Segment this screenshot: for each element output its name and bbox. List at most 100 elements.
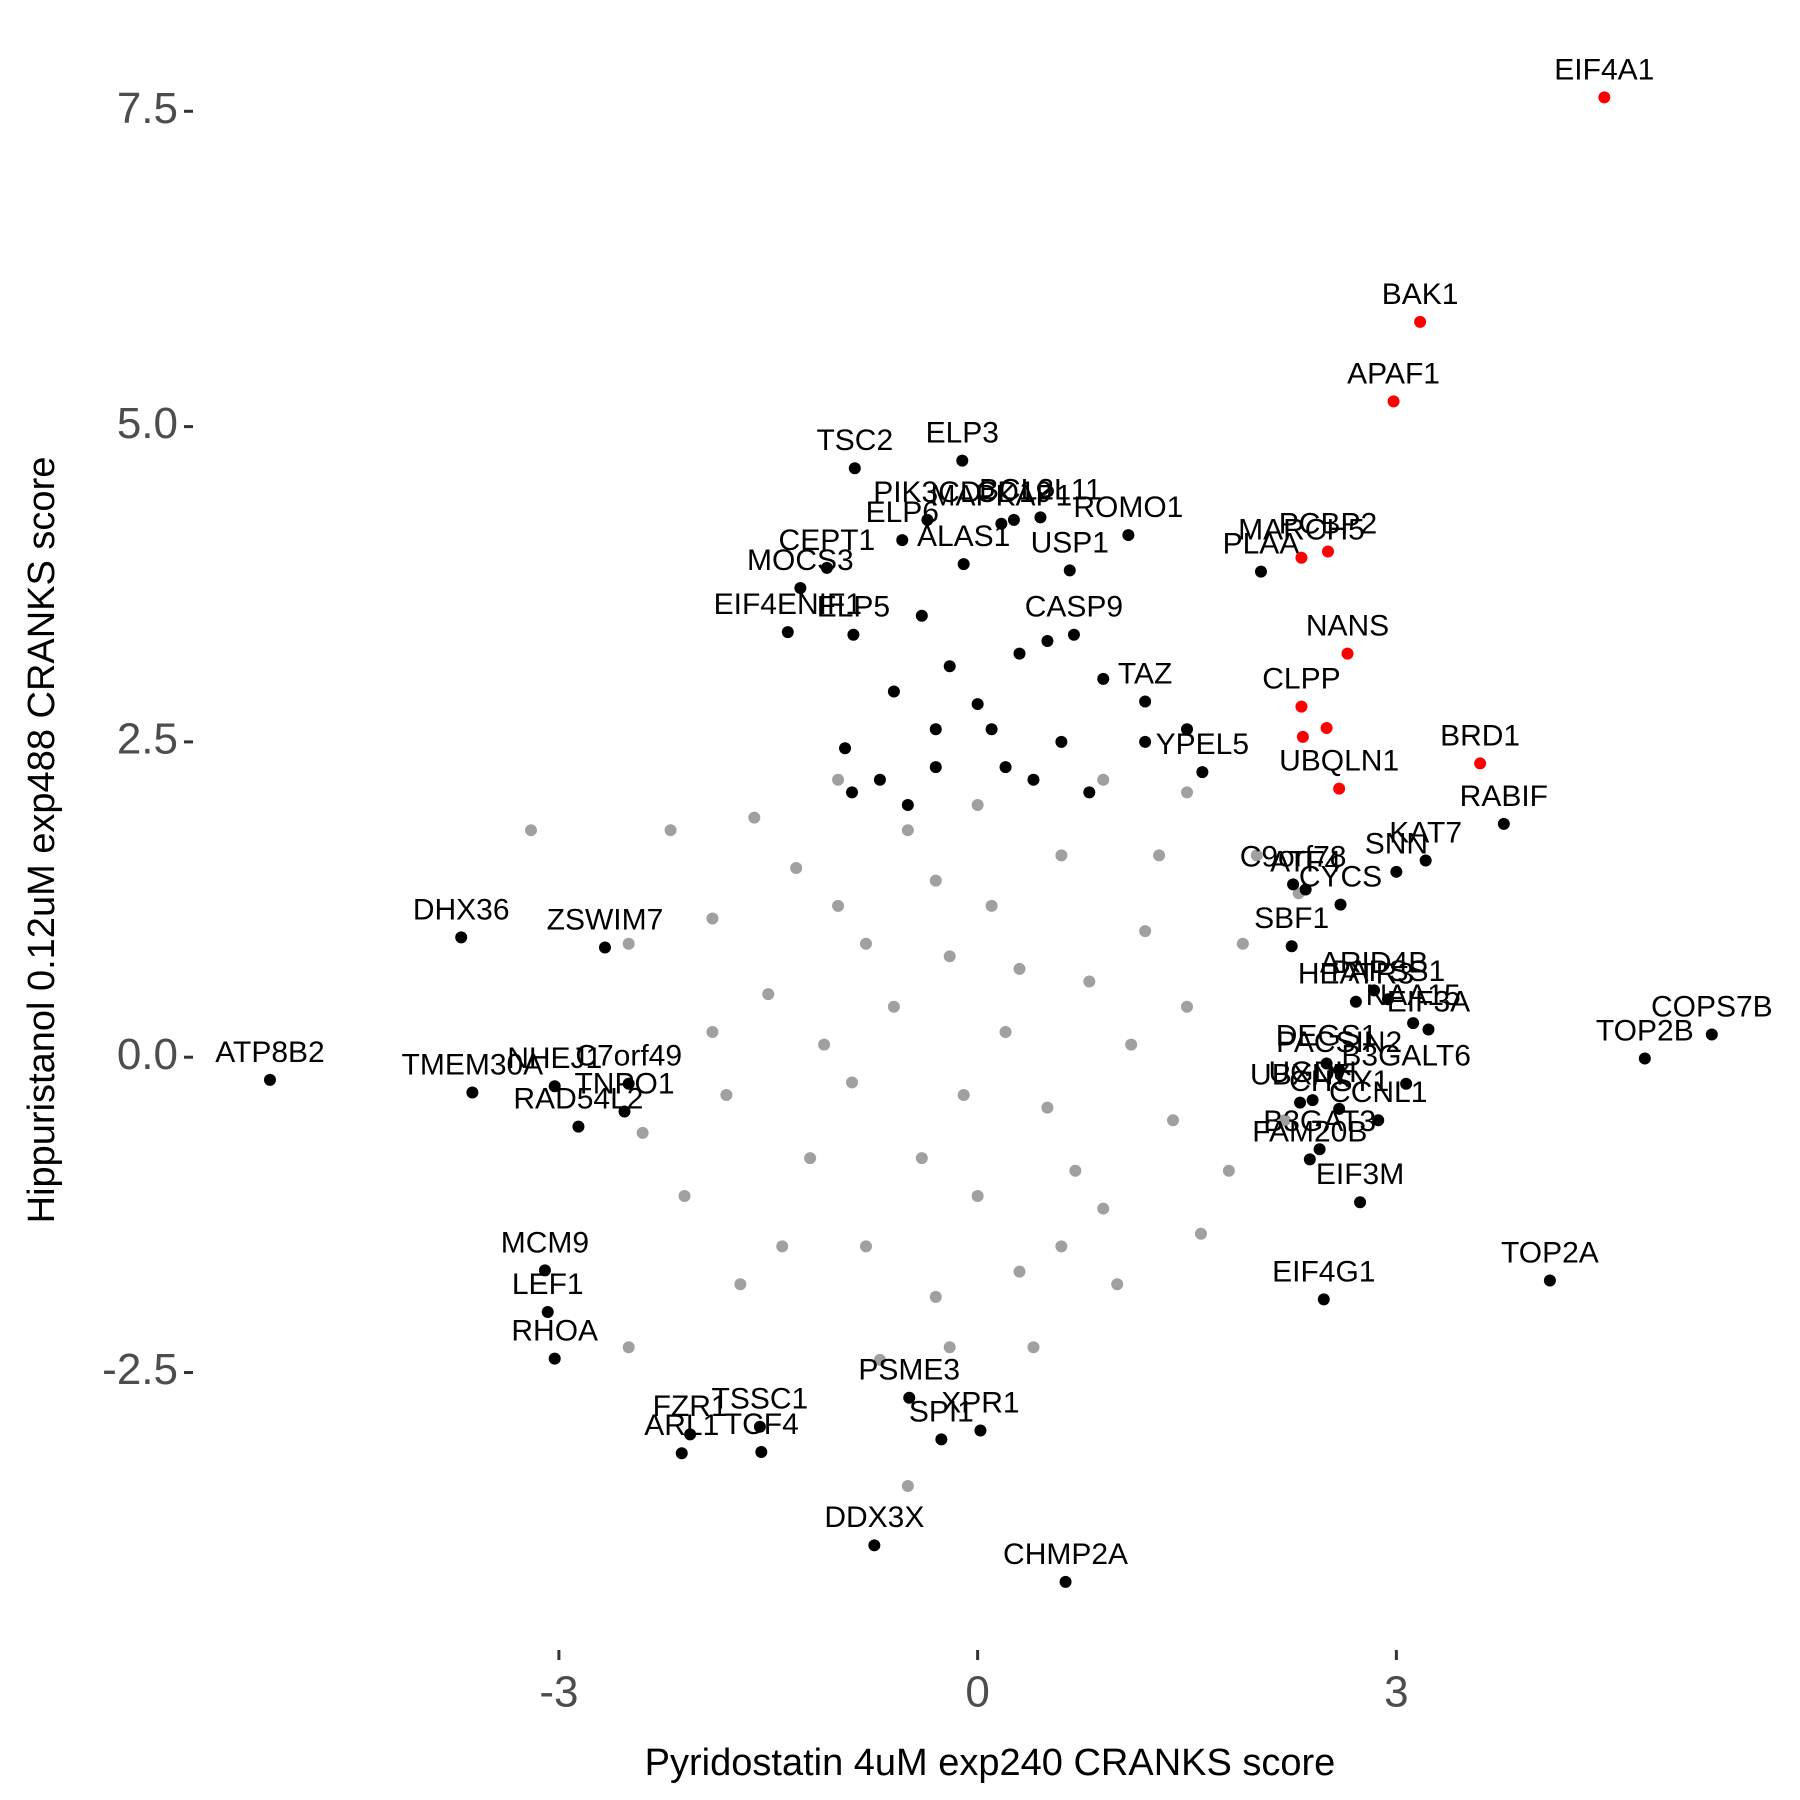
point [1139, 695, 1152, 708]
point [1414, 315, 1427, 328]
point [1013, 962, 1026, 975]
point [1083, 786, 1096, 799]
y-tick-label: 0.0 [117, 1030, 178, 1079]
point [846, 786, 859, 799]
point [622, 1341, 635, 1354]
point [1181, 723, 1194, 736]
point-label: HEATR3 [1298, 958, 1414, 991]
point-label: XPR1 [941, 1386, 1019, 1419]
point-label: RAD54L2 [513, 1083, 643, 1116]
point [781, 626, 794, 639]
point [1278, 1114, 1291, 1127]
point-label: TMEM30A [402, 1048, 544, 1081]
point-label: DDX3X [824, 1501, 924, 1534]
point [1034, 511, 1047, 524]
point [1013, 1265, 1026, 1278]
point [1007, 513, 1020, 526]
point [901, 1480, 914, 1493]
point-label: BCL2L11 [979, 473, 1102, 506]
point-label: YPEL5 [1156, 728, 1249, 761]
point [999, 1025, 1012, 1038]
y-tick-label: 2.5 [117, 715, 178, 764]
point [548, 1352, 561, 1365]
point [1334, 898, 1347, 911]
point-label: B3GALT6 [1341, 1040, 1471, 1073]
point-label: CHMP2A [1003, 1538, 1128, 1571]
point [1059, 1575, 1072, 1588]
point [1349, 995, 1362, 1008]
point [1474, 757, 1487, 770]
point-label: RABIF [1460, 780, 1548, 813]
point-label: NAA15 [1366, 979, 1461, 1012]
point [1306, 1094, 1319, 1107]
x-tick-label: 3 [1384, 1668, 1408, 1717]
point-label: UGDH [1268, 1056, 1356, 1089]
point [1097, 1202, 1110, 1215]
point [868, 1539, 881, 1552]
point [832, 899, 845, 912]
point [1013, 647, 1026, 660]
point-label: TOP2B [1596, 1014, 1694, 1047]
point-label: EIF4G1 [1272, 1255, 1375, 1288]
point [1041, 635, 1054, 648]
point-label: TAZ [1118, 657, 1172, 690]
point-label: C7orf49 [575, 1040, 682, 1073]
point [943, 950, 956, 963]
point [455, 931, 468, 944]
point-label: SPI1 [909, 1395, 974, 1428]
point [1354, 1196, 1367, 1209]
point [1419, 854, 1432, 867]
point [847, 628, 860, 641]
point [1027, 773, 1040, 786]
point-label: ZSWIM7 [547, 903, 664, 936]
point-label: COPS7B [1651, 990, 1773, 1023]
point-label: C9orf78 [1240, 840, 1347, 873]
point [971, 798, 984, 811]
point-label: ARID4B [1320, 946, 1428, 979]
point [664, 824, 677, 837]
point [734, 1278, 747, 1291]
point [263, 1073, 276, 1086]
point-label: UBXN7 [1250, 1059, 1350, 1092]
point [995, 517, 1008, 530]
point [915, 1152, 928, 1165]
point [873, 773, 886, 786]
point [720, 1089, 733, 1102]
point [762, 988, 775, 1001]
point [935, 1433, 948, 1446]
point [1153, 849, 1166, 862]
point [1333, 1063, 1346, 1076]
point [943, 1341, 956, 1354]
point-label: ELP6 [866, 496, 939, 529]
point-label: CD19 [976, 476, 1053, 509]
point [1122, 529, 1135, 542]
point [1125, 1038, 1138, 1051]
point-label: EIF4ENIF1 [714, 588, 862, 621]
point-label: PSME3 [858, 1354, 960, 1387]
point-label: CASP9 [1025, 591, 1123, 624]
point [887, 1000, 900, 1013]
point [1638, 1052, 1651, 1065]
point-label: ARL1 [644, 1409, 719, 1442]
point-label: TOP2A [1501, 1236, 1599, 1269]
point [985, 899, 998, 912]
point [1400, 1077, 1413, 1090]
point [1320, 722, 1333, 735]
point [999, 761, 1012, 774]
point-label: FZR1 [653, 1390, 728, 1423]
point [572, 1120, 585, 1133]
point-label: LEF1 [512, 1268, 584, 1301]
point [1063, 564, 1076, 577]
point [538, 1264, 551, 1277]
point-label: ATF4 [1270, 845, 1341, 878]
point [748, 811, 761, 824]
point [1381, 993, 1394, 1006]
point [1368, 984, 1381, 997]
point [1313, 1143, 1326, 1156]
point-label: MARCH5 [1238, 514, 1365, 547]
point [678, 1189, 691, 1202]
point-label: KAT7 [1389, 816, 1462, 849]
point [929, 761, 942, 774]
point [1055, 1240, 1068, 1253]
